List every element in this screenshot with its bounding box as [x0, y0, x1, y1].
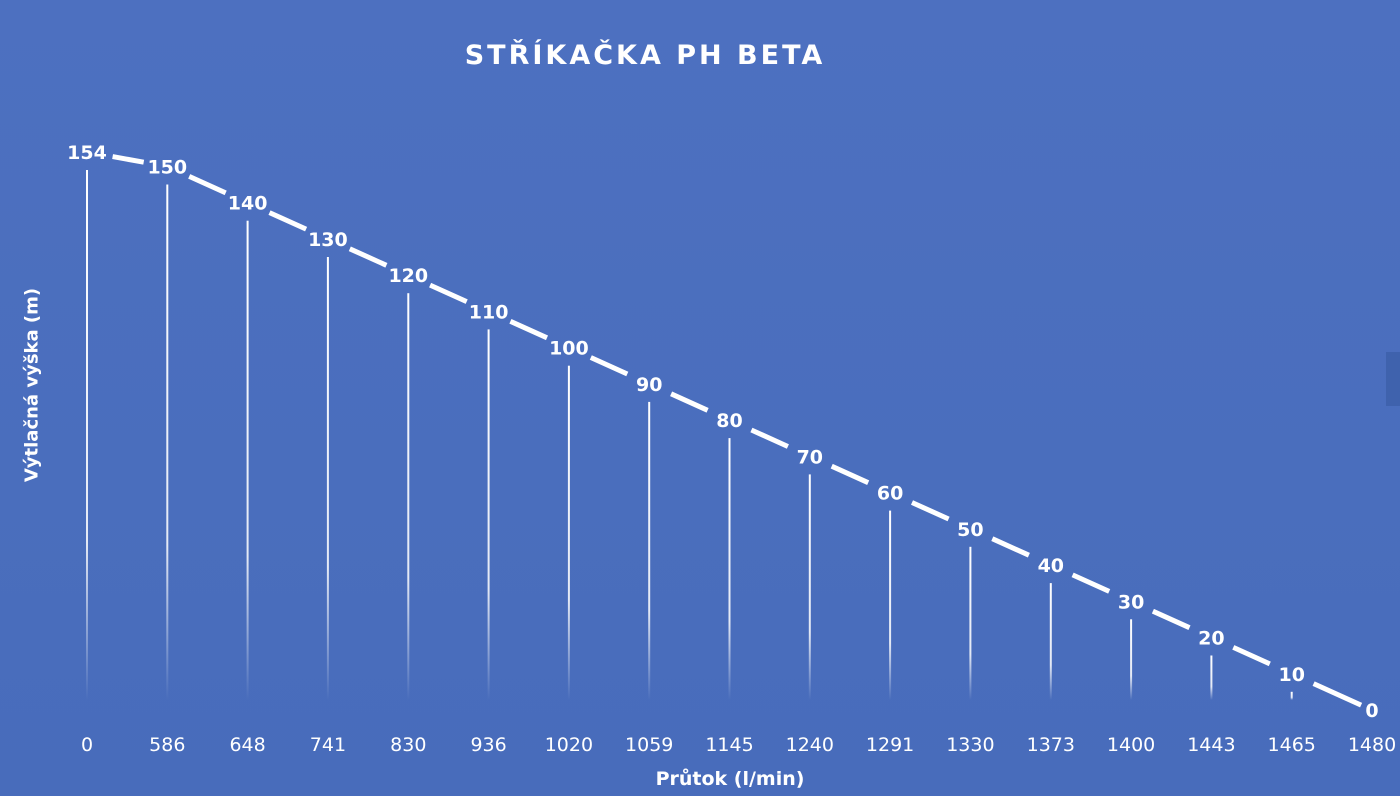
series-segment	[1151, 608, 1191, 630]
x-tick-label: 1330	[946, 734, 994, 756]
chart-title: STŘÍKAČKA PH BETA	[464, 40, 826, 71]
drop-line-1240	[808, 474, 811, 700]
series-segment	[112, 154, 145, 165]
x-tick-label: 0	[81, 734, 93, 756]
drop-line-1059	[648, 401, 651, 700]
data-label: 70	[797, 446, 823, 468]
drop-line-1465	[1290, 691, 1293, 700]
data-label: 80	[716, 410, 742, 432]
drop-line-830	[407, 293, 410, 700]
edge-tab	[1386, 352, 1400, 406]
x-tick-label: 586	[149, 734, 185, 756]
x-tick-label: 1240	[786, 734, 834, 756]
data-label: 10	[1278, 664, 1304, 686]
series-segment	[429, 282, 468, 304]
drop-lines	[86, 170, 1293, 700]
drop-line-0	[86, 170, 88, 700]
data-label: 100	[549, 338, 589, 360]
series-segment	[1071, 572, 1111, 594]
drop-line-586	[166, 184, 169, 700]
x-tick-label: 741	[310, 734, 346, 756]
data-label: 0	[1365, 700, 1378, 722]
x-tick-label: 1400	[1107, 734, 1155, 756]
drop-line-1291	[889, 510, 892, 700]
series-segment	[1312, 681, 1363, 708]
data-label: 154	[67, 142, 107, 164]
series-line-group	[112, 154, 1363, 708]
x-tick-label: 1480	[1348, 734, 1396, 756]
data-label: 50	[957, 519, 983, 541]
data-label: 140	[228, 193, 268, 215]
x-tick-label: 1145	[705, 734, 753, 756]
x-axis-label: Průtok (l/min)	[655, 768, 805, 790]
x-tick-label: 1020	[545, 734, 593, 756]
drop-line-1373	[1049, 583, 1052, 700]
series-segment	[268, 210, 308, 232]
series-segment	[750, 427, 789, 449]
x-tick-label: 1291	[866, 734, 914, 756]
drop-line-741	[326, 257, 329, 700]
data-label: 150	[147, 157, 187, 179]
data-label: 130	[308, 229, 348, 251]
x-tick-label: 1465	[1268, 734, 1316, 756]
drop-line-1020	[567, 365, 570, 700]
x-tick-label: 830	[390, 734, 426, 756]
series-segment	[991, 536, 1030, 558]
data-label: 30	[1118, 591, 1144, 613]
series-segment	[910, 500, 950, 522]
x-tick-label: 1059	[625, 734, 673, 756]
data-label: 40	[1038, 555, 1064, 577]
drop-line-1330	[969, 546, 972, 700]
x-tick-labels: 0 586 648 741 830 936 1020 1059 1145 1240 1291 1330…	[81, 734, 1396, 756]
drop-line-1443	[1210, 655, 1213, 700]
data-label: 90	[636, 374, 662, 396]
series-segment	[188, 174, 227, 196]
drop-line-1145	[728, 438, 731, 700]
series-segment	[830, 463, 870, 485]
series-segment	[509, 319, 549, 341]
drop-line-648	[246, 220, 249, 700]
x-tick-label: 936	[470, 734, 506, 756]
data-label: 20	[1198, 628, 1224, 650]
series-segment	[670, 391, 709, 413]
x-tick-label: 648	[229, 734, 265, 756]
x-tick-label: 1373	[1027, 734, 1075, 756]
data-label: 110	[469, 301, 509, 323]
x-tick-label: 1443	[1187, 734, 1235, 756]
data-label: 60	[877, 483, 903, 505]
drop-line-1400	[1130, 619, 1133, 700]
data-label: 120	[388, 265, 428, 287]
drop-line-936	[487, 329, 490, 700]
series-segment	[348, 246, 388, 268]
series-segment	[589, 355, 629, 377]
series-segment	[1232, 645, 1271, 667]
